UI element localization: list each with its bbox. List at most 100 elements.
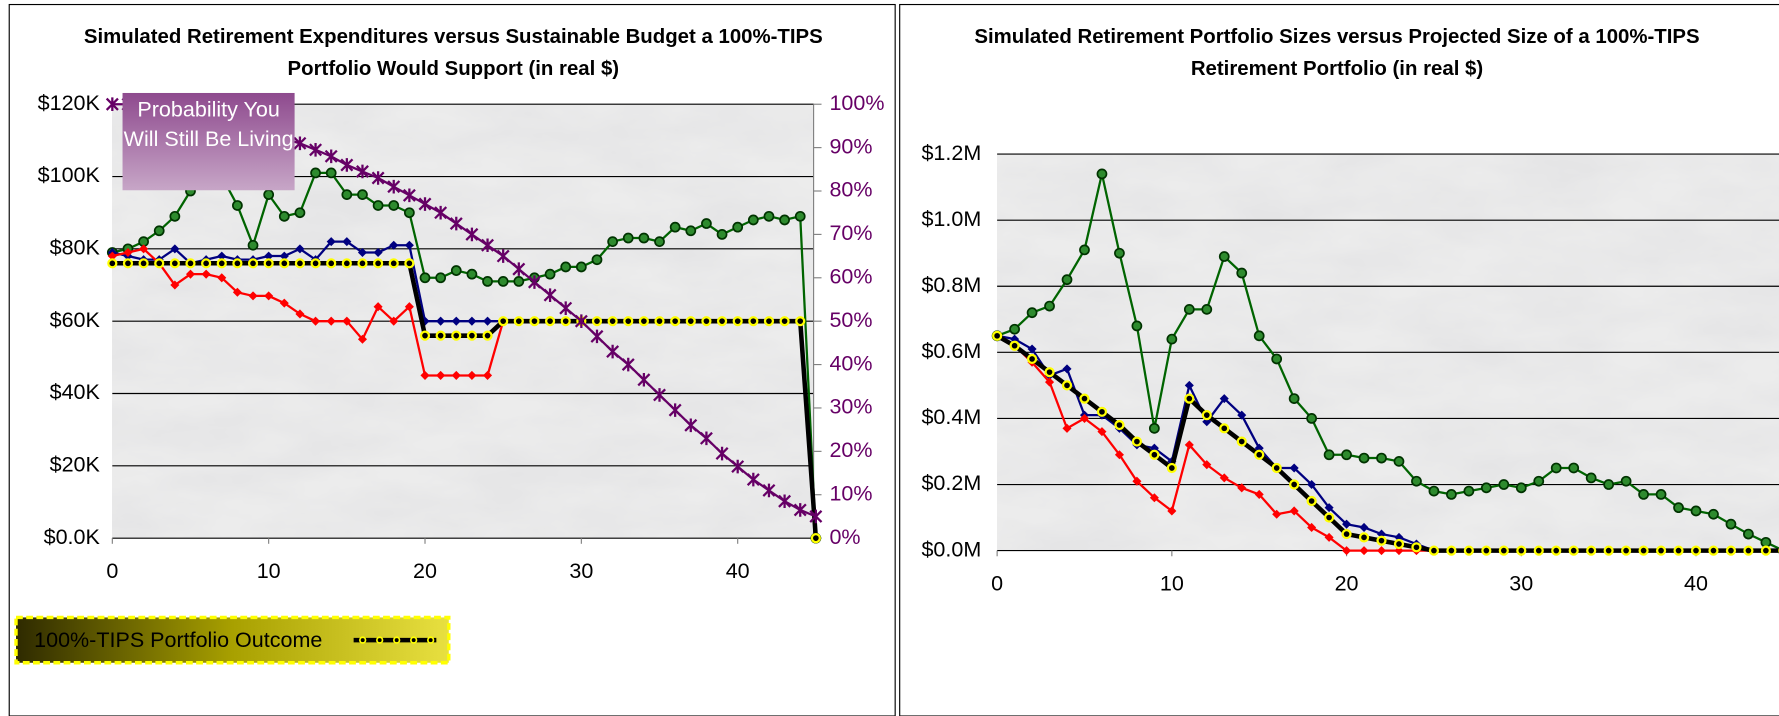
point	[1290, 481, 1298, 489]
point	[1237, 269, 1246, 278]
x-tick-label: 40	[726, 559, 750, 583]
y2-tick-label: 90%	[829, 134, 872, 158]
point	[1028, 355, 1036, 363]
point	[1500, 547, 1508, 555]
point	[1377, 454, 1386, 463]
point	[1430, 547, 1438, 555]
point	[1692, 547, 1700, 555]
point	[452, 332, 460, 340]
y-tick-label: $100K	[38, 163, 101, 187]
point	[1657, 490, 1666, 499]
y-tick-label: $60K	[50, 308, 101, 332]
y2-tick-label: 50%	[829, 308, 872, 332]
point	[390, 259, 398, 267]
point	[265, 259, 273, 267]
point	[295, 208, 304, 217]
point	[718, 230, 727, 239]
point	[702, 219, 711, 228]
point	[764, 212, 773, 221]
y2-tick-label: 20%	[829, 438, 872, 462]
legend-label: 100%-TIPS Portfolio Outcome	[34, 628, 322, 652]
point	[405, 208, 414, 217]
y2-tick-label: 40%	[829, 351, 872, 375]
point	[1587, 473, 1596, 482]
point	[1675, 547, 1683, 555]
point	[1605, 547, 1613, 555]
point	[1482, 547, 1490, 555]
point	[1238, 438, 1246, 446]
y-tick-label: $0.4M	[921, 405, 981, 429]
point	[1185, 305, 1194, 314]
point	[187, 259, 195, 267]
title-box: Simulated Retirement Portfolio Sizes ver…	[929, 20, 1745, 90]
point	[1412, 477, 1421, 486]
point	[358, 190, 367, 199]
point	[608, 237, 617, 246]
point	[483, 277, 492, 286]
point	[1360, 454, 1369, 463]
point	[1098, 408, 1106, 416]
point	[327, 259, 335, 267]
point	[780, 215, 789, 224]
point	[1727, 547, 1735, 555]
point	[359, 259, 367, 267]
point	[624, 233, 633, 242]
point	[592, 255, 601, 264]
point	[452, 266, 461, 275]
point	[343, 259, 351, 267]
point	[656, 317, 664, 325]
y-tick-label: $20K	[50, 453, 101, 477]
point	[639, 233, 648, 242]
point	[1203, 411, 1211, 419]
point	[421, 332, 429, 340]
point	[1133, 438, 1141, 446]
point	[1482, 483, 1491, 492]
point	[202, 259, 210, 267]
point	[108, 259, 116, 267]
y-tick-label: $0.0M	[921, 537, 981, 561]
point	[781, 317, 789, 325]
point	[993, 332, 1001, 340]
point	[749, 317, 757, 325]
point	[1360, 533, 1368, 541]
point	[1587, 547, 1595, 555]
point	[280, 212, 289, 221]
title-box: Simulated Retirement Expenditures versus…	[45, 20, 861, 90]
point	[1010, 325, 1019, 334]
point	[686, 226, 695, 235]
point	[1552, 463, 1561, 472]
chart-title: Simulated Retirement Portfolio Sizes ver…	[929, 20, 1745, 83]
point	[1167, 335, 1176, 344]
point	[1710, 547, 1718, 555]
point	[124, 259, 132, 267]
y-tick-label: $0.6M	[921, 339, 981, 363]
point	[671, 223, 680, 232]
point	[389, 201, 398, 210]
point	[1535, 547, 1543, 555]
point	[1220, 252, 1229, 261]
point	[1378, 537, 1386, 545]
legend-marker	[411, 637, 417, 643]
point	[171, 259, 179, 267]
point	[1465, 547, 1473, 555]
point	[1412, 543, 1420, 551]
y-tick-label: $120K	[38, 91, 101, 115]
point	[1011, 342, 1019, 350]
annotation: Probability You Will Still Be Living	[123, 93, 295, 190]
point	[1046, 368, 1054, 376]
x-tick-label: 10	[1160, 571, 1184, 595]
point	[609, 317, 617, 325]
point	[765, 317, 773, 325]
point	[812, 534, 820, 542]
legend-marker	[377, 637, 383, 643]
point	[233, 201, 242, 210]
point	[1464, 487, 1473, 496]
point	[1517, 483, 1526, 492]
point	[1255, 331, 1264, 340]
point	[437, 332, 445, 340]
point	[1674, 503, 1683, 512]
y2-tick-label: 30%	[829, 395, 872, 419]
point	[1115, 249, 1124, 258]
point	[733, 223, 742, 232]
point	[280, 259, 288, 267]
